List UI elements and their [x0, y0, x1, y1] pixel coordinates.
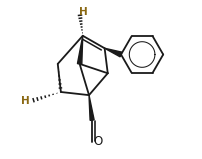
- Text: H: H: [21, 96, 30, 106]
- Text: O: O: [93, 135, 102, 148]
- Polygon shape: [77, 36, 82, 64]
- Text: H: H: [79, 7, 87, 17]
- Polygon shape: [104, 48, 121, 57]
- Polygon shape: [88, 95, 94, 120]
